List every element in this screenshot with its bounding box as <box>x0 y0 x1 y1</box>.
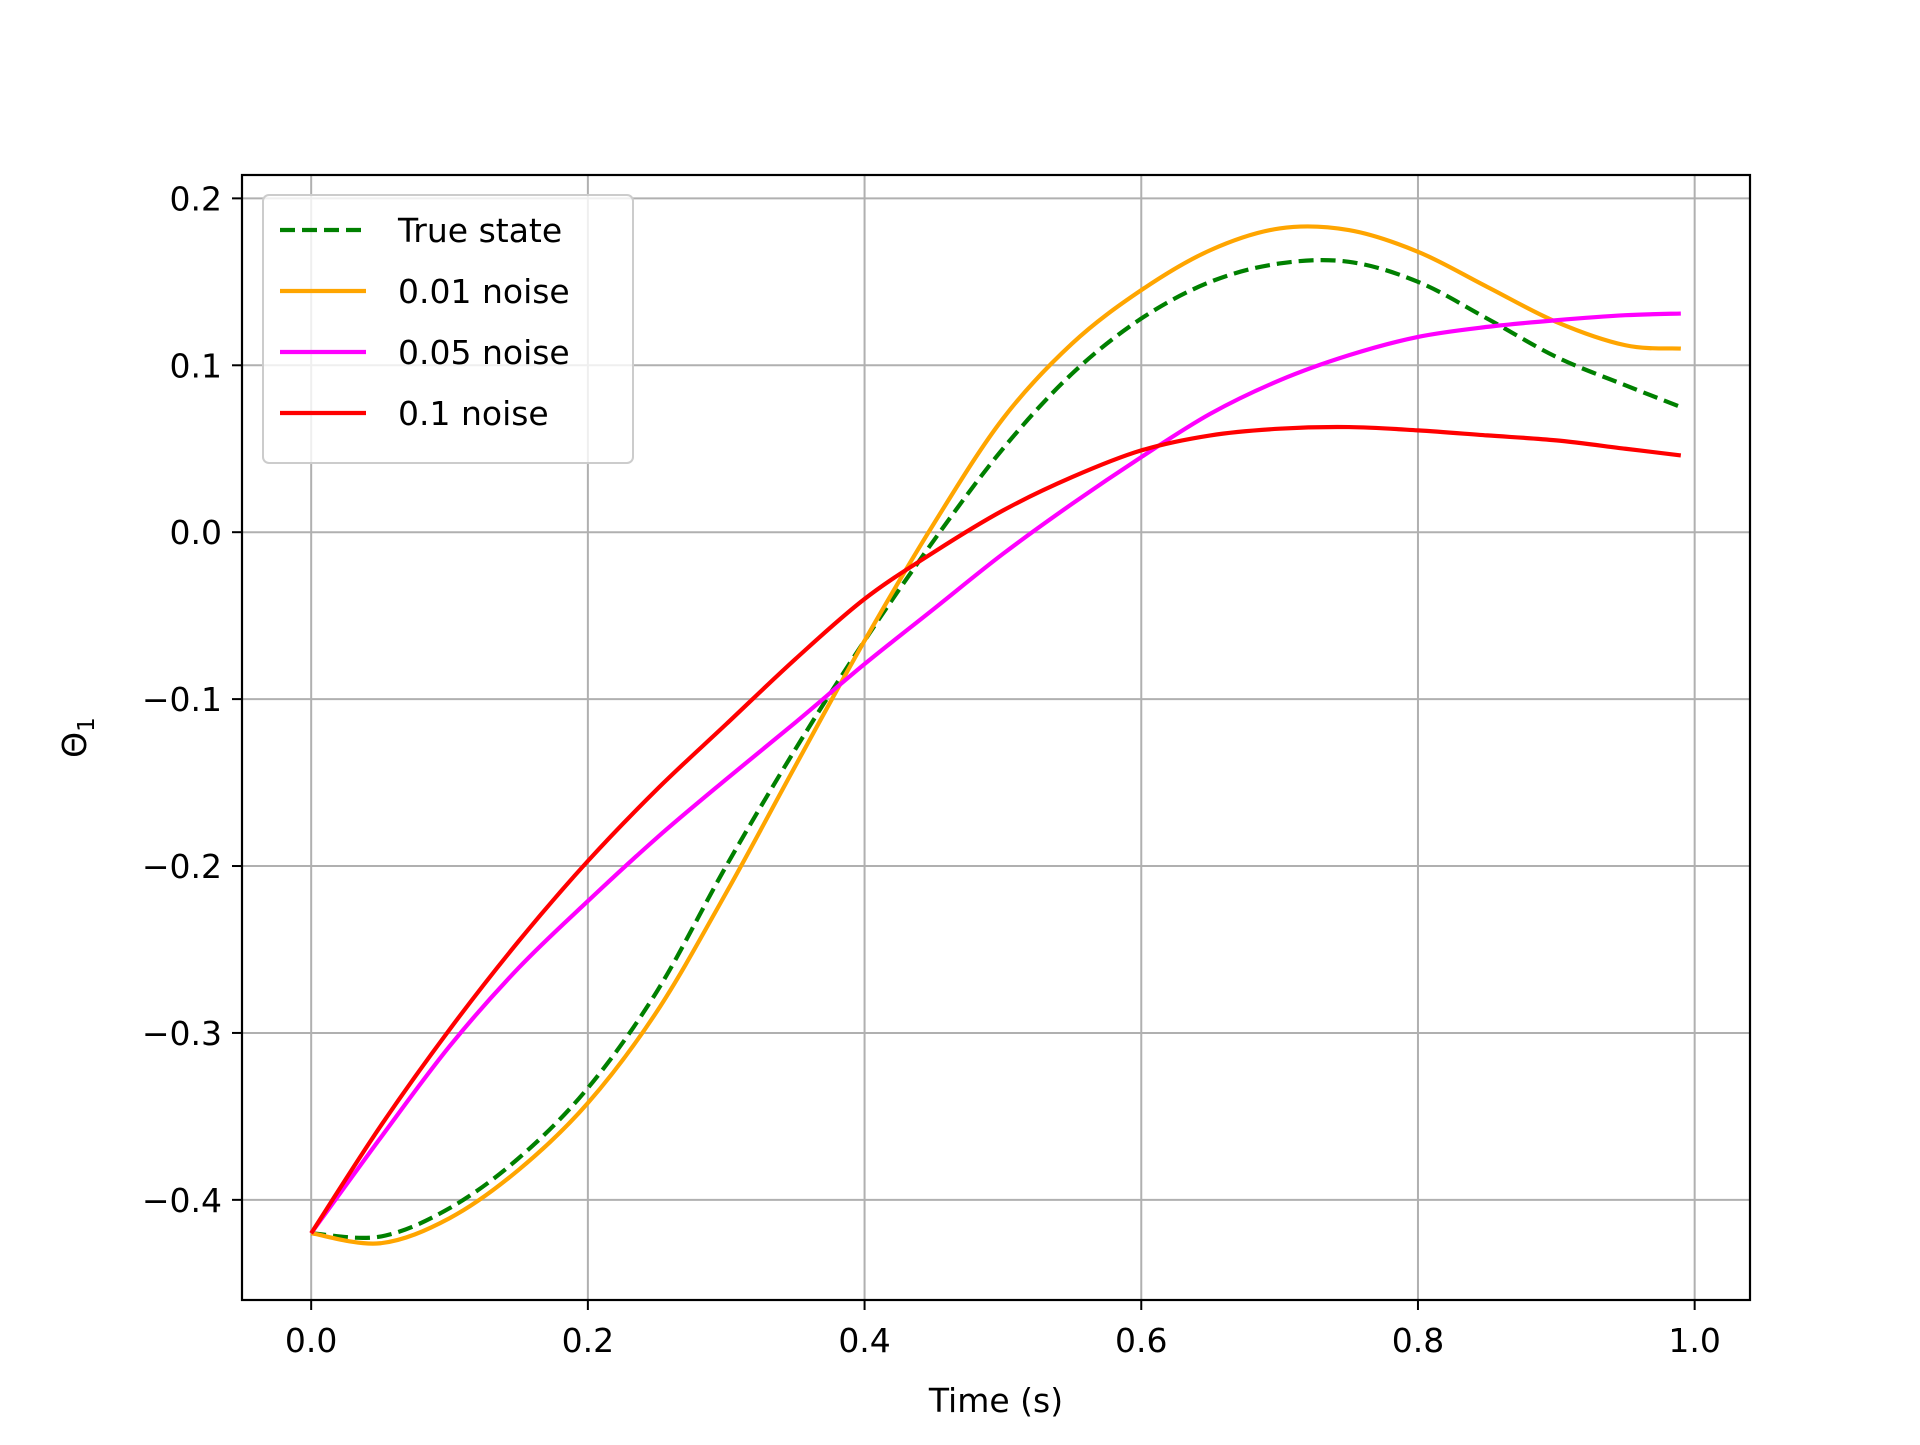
y-tick-label: −0.3 <box>142 1014 222 1053</box>
x-tick-label: 0.6 <box>1115 1321 1167 1360</box>
legend-label-true-state: True state <box>397 211 562 250</box>
x-tick-label: 0.2 <box>562 1321 614 1360</box>
y-tick-label: −0.1 <box>142 680 222 719</box>
y-tick-label: −0.4 <box>142 1181 222 1220</box>
series-line-0-01-noise <box>310 224 1681 1246</box>
x-axis-label: Time (s) <box>928 1381 1063 1420</box>
series-line-0-1-noise <box>309 424 1682 1235</box>
series-layer <box>309 224 1682 1246</box>
ticks: 0.0 0.2 0.4 0.6 0.8 1.0 −0.4 −0.3 −0.2 −0.1 0.0 0.1… <box>142 179 1721 1360</box>
y-tick-label: −0.2 <box>142 847 222 886</box>
y-axis-label: Θ1 <box>55 717 100 758</box>
legend-box <box>262 194 634 464</box>
y-tick-label: 0.0 <box>170 513 222 552</box>
x-tick-label: 0.8 <box>1392 1321 1444 1360</box>
x-tick-label: 0.4 <box>838 1321 890 1360</box>
x-tick-label: 1.0 <box>1668 1321 1720 1360</box>
y-axis-label-subscript: 1 <box>74 717 100 732</box>
legend: True state 0.01 noise 0.05 noise 0.1 noise <box>262 194 634 464</box>
y-axis-label-main: Θ <box>55 732 94 758</box>
legend-label-0-01-noise: 0.01 noise <box>398 272 570 311</box>
legend-label-0-05-noise: 0.05 noise <box>398 333 570 372</box>
plot-frame <box>240 173 1752 1302</box>
y-tick-label: 0.1 <box>170 346 222 385</box>
legend-label-0-1-noise: 0.1 noise <box>398 394 549 433</box>
y-tick-label: 0.2 <box>170 179 222 218</box>
series-line-true-state <box>311 258 1682 1240</box>
x-tick-label: 0.0 <box>285 1321 337 1360</box>
grid <box>242 175 1750 1300</box>
series-line-0-05-noise <box>309 311 1681 1235</box>
